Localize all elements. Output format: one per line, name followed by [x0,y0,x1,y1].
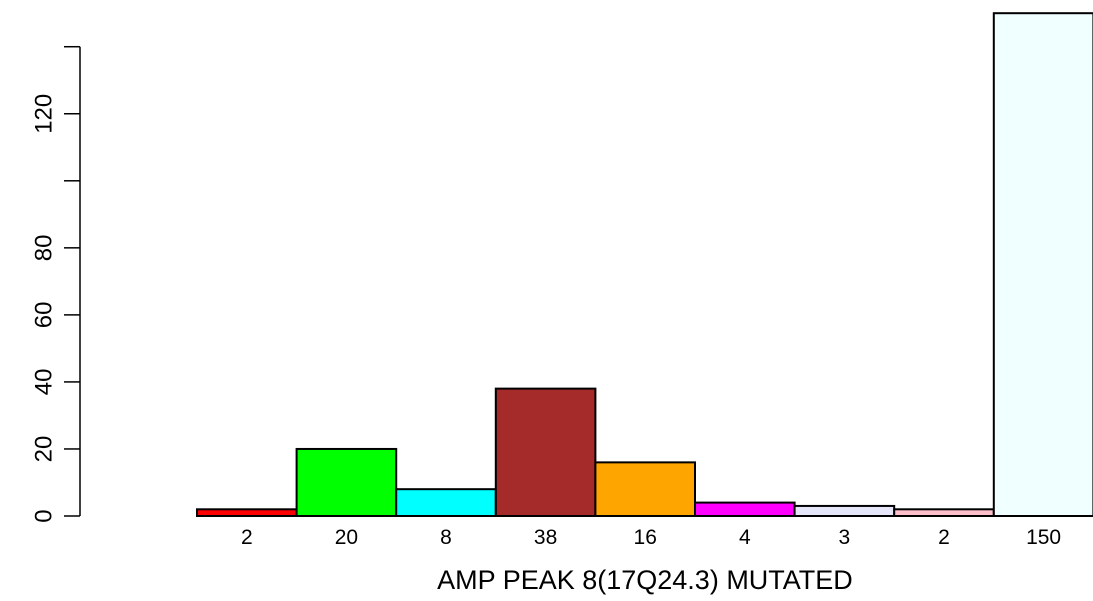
y-tick-label: 0 [31,509,58,522]
bar-label: 16 [634,526,657,549]
bar [893,508,995,517]
bar-label: 3 [839,526,851,549]
x-axis-title: AMP PEAK 8(17Q24.3) MUTATED [437,565,853,595]
bar [494,387,597,517]
bar-label: 4 [739,526,751,549]
y-tick-label: 60 [31,302,58,329]
y-tick-label: 120 [31,94,58,134]
bar-label: 150 [1026,526,1061,549]
bar-label: 38 [534,526,557,549]
bar [295,447,398,517]
bar [694,501,796,518]
bar-label: 2 [241,526,253,549]
y-tick-label: 40 [31,369,58,396]
bar [594,461,697,518]
bar-labels: 2 20 8 38 16 4 3 2 150 [241,526,1061,549]
y-axis: 0 20 40 60 80 120 [31,45,81,523]
bar-label: 20 [335,526,358,549]
bar [395,488,497,517]
bar [992,12,1093,517]
bar-label: 2 [938,526,950,549]
y-tick-label: 80 [31,234,58,261]
bar [793,504,896,517]
bar [196,508,298,517]
bar-label: 8 [440,526,452,549]
y-tick-label: 20 [31,436,58,463]
bars [196,12,1093,518]
